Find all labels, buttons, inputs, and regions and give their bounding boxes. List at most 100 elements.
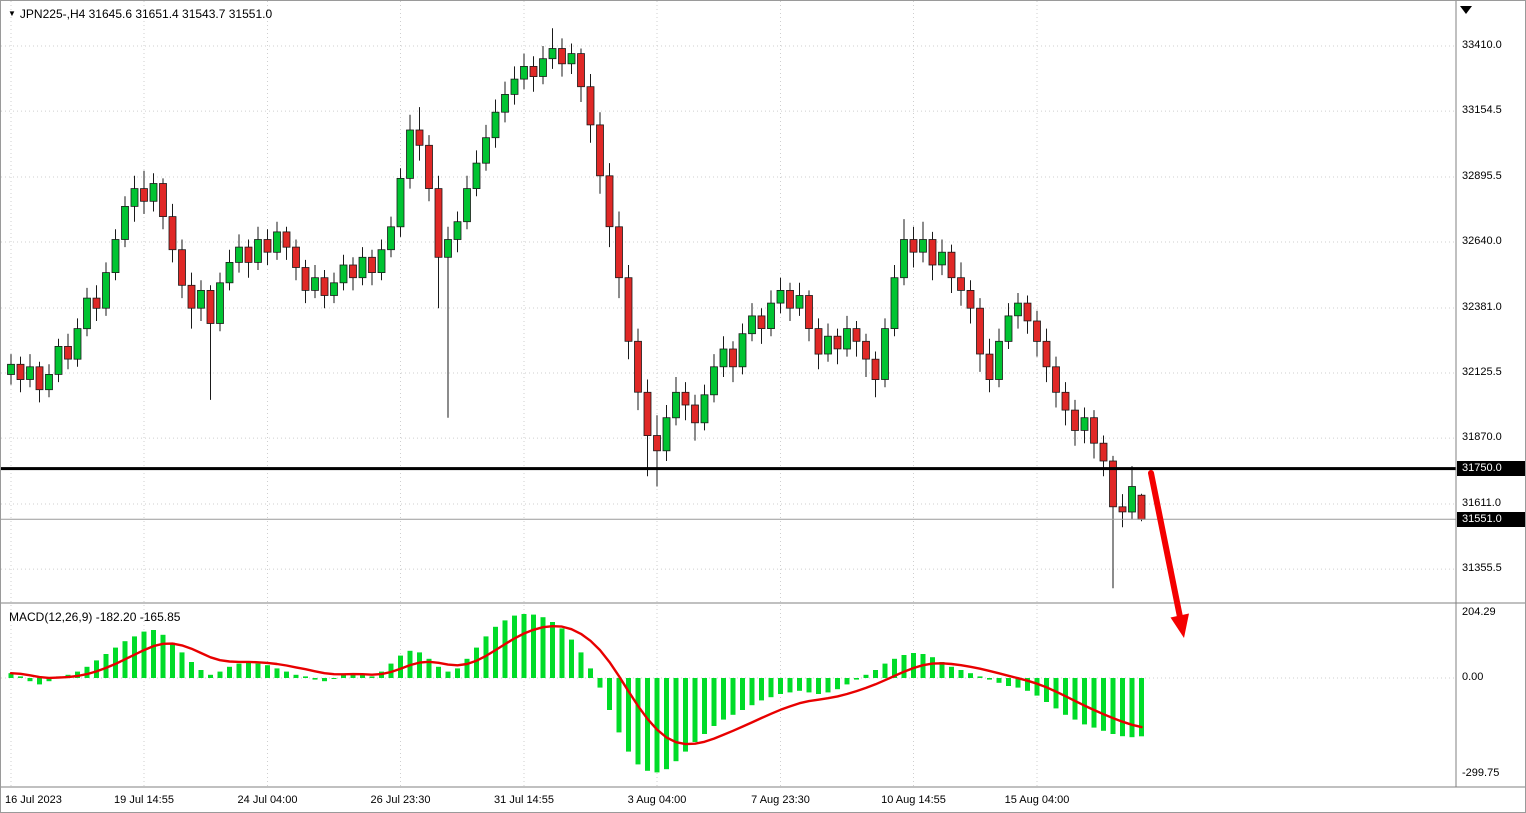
candle (1090, 410, 1098, 459)
candle (510, 66, 519, 105)
candle (92, 285, 101, 321)
macd-tick-label: -299.75 (1462, 766, 1500, 779)
symbol-dropdown-icon: ▼ (8, 9, 16, 18)
candle (681, 382, 690, 421)
candle (700, 384, 709, 431)
symbol-ohlc-text: JPN225-,H4 31645.6 31651.4 31543.7 31551… (19, 7, 273, 21)
time-tick-label: 7 Aug 23:30 (751, 794, 810, 806)
symbol-title: ▼ JPN225-,H4 31645.6 31651.4 31543.7 315… (8, 7, 272, 21)
candle (64, 333, 72, 370)
candle (206, 285, 215, 400)
candle (1042, 328, 1051, 383)
candle (320, 270, 329, 309)
candle (387, 216, 395, 258)
candle (605, 163, 614, 248)
trend-arrow[interactable] (1148, 470, 1189, 638)
candle (909, 226, 918, 268)
macd-histogram (8, 614, 1144, 773)
candle (168, 203, 177, 263)
time-tick-label: 16 Jul 2023 (5, 794, 62, 806)
candles (7, 28, 1146, 589)
candle (871, 351, 880, 398)
candle (140, 170, 148, 214)
candle (985, 338, 994, 393)
candle (976, 298, 984, 372)
candle (216, 272, 224, 332)
candle (824, 323, 832, 362)
candle (121, 196, 129, 248)
candle (643, 379, 652, 477)
candle (453, 211, 462, 253)
candle (710, 354, 718, 403)
macd-indicator-label: MACD(12,26,9) -182.20 -165.85 (9, 610, 181, 624)
candle (947, 244, 956, 293)
price-tick-label: 31355.5 (1462, 562, 1502, 575)
candle (900, 219, 908, 286)
candle (73, 318, 82, 367)
macd-tick-label: 204.29 (1462, 605, 1496, 618)
candle (263, 229, 272, 265)
candle (957, 262, 965, 306)
candle (938, 239, 946, 276)
candle (187, 272, 196, 329)
axis-corner-marker-icon (1460, 6, 1472, 14)
candle (624, 265, 633, 360)
price-tick-label: 32640.0 (1462, 235, 1502, 248)
candle (35, 361, 44, 403)
candle (406, 114, 414, 189)
candle (45, 364, 53, 398)
candle (425, 135, 433, 202)
candle (282, 226, 291, 260)
candle (548, 28, 557, 69)
candle (1061, 382, 1070, 426)
macd-tick-label: 0.00 (1462, 671, 1484, 683)
candle (786, 282, 794, 321)
candle (149, 173, 158, 212)
time-tick-label: 10 Aug 14:55 (881, 794, 946, 806)
candle (596, 112, 604, 194)
candle (102, 262, 110, 316)
candle (719, 336, 728, 377)
candle (672, 377, 680, 426)
candle (691, 394, 699, 441)
time-tick-label: 24 Jul 04:00 (237, 794, 298, 806)
candle (463, 175, 471, 230)
candle (928, 231, 937, 281)
candle (966, 280, 975, 324)
candle (520, 53, 528, 90)
candle (995, 328, 1003, 388)
candle (444, 226, 452, 418)
candle (1033, 310, 1041, 357)
candle (339, 254, 348, 291)
candle (1109, 455, 1117, 589)
candle (16, 356, 25, 393)
candle (244, 239, 253, 278)
time-tick-label: 19 Jul 14:55 (114, 794, 174, 806)
price-tick-label: 31870.0 (1462, 431, 1502, 444)
time-tick-label: 15 Aug 04:00 (1004, 794, 1070, 806)
candle (83, 287, 91, 337)
candle (814, 318, 823, 370)
candle (472, 150, 481, 197)
hline-price-badge: 31750.0 (1457, 461, 1525, 477)
candle (1080, 407, 1089, 444)
price-tick-label: 32895.5 (1462, 169, 1502, 182)
candle (529, 56, 538, 92)
candle (634, 328, 642, 411)
candle (1004, 303, 1013, 349)
candle (748, 303, 756, 342)
candle (805, 290, 813, 342)
candle (1023, 295, 1032, 334)
candle (1052, 356, 1060, 408)
candle (197, 280, 205, 321)
candle (1118, 494, 1127, 528)
candle (767, 290, 775, 337)
candle (729, 341, 737, 383)
horizontal-line[interactable] (1, 467, 1456, 471)
candle (358, 247, 367, 286)
candle (1071, 399, 1079, 446)
candle (178, 239, 186, 299)
candle (434, 175, 443, 309)
macd-signal-line (9, 625, 1143, 746)
